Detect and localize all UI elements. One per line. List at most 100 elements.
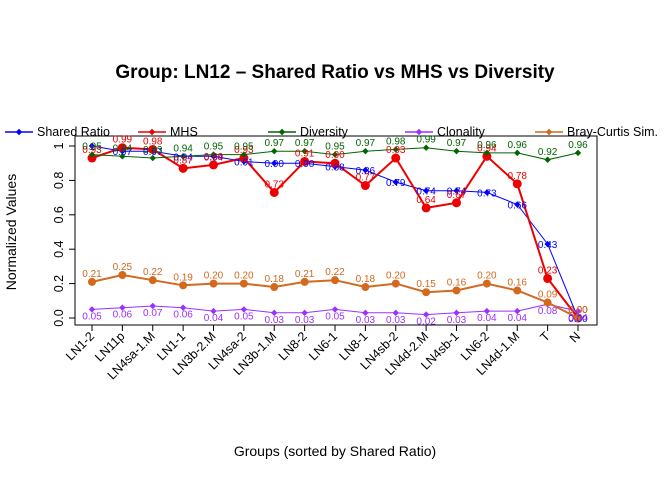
- data-point: [482, 279, 491, 288]
- data-label: 0.96: [477, 140, 497, 151]
- data-point: [331, 306, 339, 313]
- data-point: [271, 309, 278, 317]
- data-label: 0.86: [356, 166, 376, 177]
- data-label: 0.77: [356, 173, 376, 184]
- data-label: 0.73: [477, 188, 497, 199]
- data-label: 0.21: [82, 269, 102, 280]
- data-label: 0.97: [143, 147, 163, 158]
- chart-title: Group: LN12 – Shared Ratio vs MHS vs Div…: [115, 62, 555, 83]
- data-label: 0.93: [234, 145, 254, 156]
- data-label: 0.97: [447, 138, 467, 149]
- data-label: 0.88: [325, 163, 345, 174]
- data-point: [240, 151, 248, 158]
- legend-item: Shared Ratio: [5, 125, 110, 139]
- data-point: [543, 273, 553, 283]
- data-label: 0.94: [113, 143, 133, 154]
- data-point: [178, 163, 188, 173]
- data-label: 0.20: [477, 271, 497, 282]
- data-point: [330, 158, 340, 168]
- legend-item: Bray-Curtis Sim.: [535, 125, 658, 139]
- data-point: [514, 201, 521, 208]
- data-point: [331, 276, 339, 285]
- data-point: [210, 307, 217, 315]
- data-label: 0.06: [113, 310, 133, 321]
- data-point: [544, 240, 551, 248]
- data-point: [574, 307, 582, 315]
- data-label: 0.94: [173, 152, 193, 163]
- data-label: 0.89: [204, 152, 224, 163]
- data-labels: 1 0.97 0.97 0.94 0.94 0.91 0.90 0.90 0.88 0.860.7…: [82, 135, 588, 328]
- data-point: [422, 288, 431, 297]
- data-label: 0.98: [386, 136, 406, 147]
- data-label: 0.96: [568, 140, 588, 151]
- data-point: [392, 146, 399, 153]
- data-point: [301, 309, 308, 317]
- data-label: 0.94: [173, 143, 193, 154]
- data-point: [271, 147, 278, 155]
- data-point: [483, 189, 491, 196]
- legend-label: Shared Ratio: [37, 125, 110, 139]
- x-tick-label: LN1-2: [63, 329, 97, 363]
- data-label: 0.21: [295, 269, 315, 280]
- data-point: [453, 187, 460, 194]
- data-label: 0.91: [295, 148, 315, 159]
- data-point: [392, 178, 399, 186]
- data-point: [149, 154, 156, 162]
- data-label: 0.98: [143, 136, 163, 147]
- data-label: 0.18: [356, 274, 376, 285]
- data-point: [391, 153, 401, 163]
- data-point: [574, 314, 582, 322]
- data-point: [422, 144, 430, 151]
- data-label: 0.95: [325, 142, 345, 153]
- data-point: [422, 311, 430, 318]
- data-label: 0.90: [265, 159, 285, 170]
- data-label: 0.92: [538, 147, 558, 158]
- data-label: 0.79: [386, 178, 406, 189]
- data-label: 0.22: [325, 267, 345, 278]
- legend-label: MHS: [170, 125, 198, 139]
- data-point: [453, 309, 460, 317]
- data-label: 0.07: [143, 308, 163, 319]
- data-label: 0.95: [204, 142, 224, 153]
- legend-label: Clonality: [437, 125, 486, 139]
- legend-item: Diversity: [268, 125, 349, 139]
- data-label: 0.97: [356, 138, 376, 149]
- data-point: [179, 281, 188, 290]
- data-label: 0.94: [477, 143, 497, 154]
- data-label: 0.23: [538, 265, 558, 276]
- legend-item: Clonality: [405, 125, 486, 139]
- data-label: 0.25: [113, 262, 133, 273]
- data-point: [210, 151, 217, 158]
- data-point: [483, 307, 491, 315]
- data-label: 0.74: [447, 187, 467, 198]
- legend-marker: [148, 128, 156, 136]
- legend-marker: [415, 128, 423, 136]
- data-point: [239, 153, 249, 163]
- data-label: 0.22: [143, 267, 163, 278]
- data-label: 0.05: [82, 311, 102, 322]
- data-point: [179, 153, 187, 160]
- data-label: 0.97: [265, 138, 285, 149]
- data-label: 0.04: [508, 313, 528, 324]
- data-label: 0.03: [447, 315, 467, 326]
- data-label: 0.20: [204, 271, 224, 282]
- data-point: [88, 306, 96, 313]
- data-point: [483, 149, 491, 157]
- data-label: 0.08: [538, 306, 558, 317]
- data-point: [514, 149, 521, 157]
- data-label: 0.99: [416, 135, 436, 146]
- data-label: 0.04: [204, 313, 224, 324]
- data-point: [209, 160, 218, 170]
- data-point: [88, 277, 96, 286]
- data-point: [362, 166, 369, 174]
- data-label: 0.03: [386, 315, 406, 326]
- data-point: [88, 142, 96, 150]
- data-point: [117, 143, 127, 153]
- data-label: 0.20: [234, 271, 254, 282]
- data-point: [301, 147, 308, 155]
- data-label: 0.43: [538, 240, 558, 251]
- data-point: [482, 151, 492, 161]
- data-label: 0.90: [295, 159, 315, 170]
- data-point: [331, 151, 339, 158]
- data-point: [148, 144, 158, 154]
